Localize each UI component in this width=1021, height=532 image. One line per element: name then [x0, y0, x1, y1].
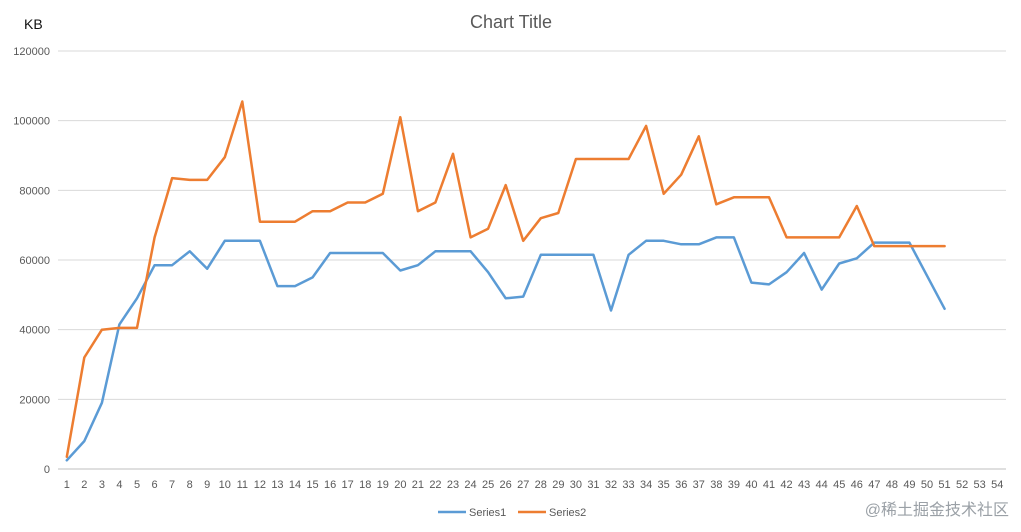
- x-tick-label: 15: [306, 479, 318, 491]
- x-tick-label: 24: [464, 479, 476, 491]
- y-tick-label: 120000: [13, 46, 50, 58]
- x-tick-label: 1: [64, 479, 70, 491]
- x-tick-label: 53: [974, 479, 986, 491]
- x-tick-label: 25: [482, 479, 494, 491]
- series-lines: [65, 100, 946, 462]
- x-tick-label: 26: [500, 479, 512, 491]
- x-tick-label: 8: [187, 479, 193, 491]
- x-tick-label: 9: [204, 479, 210, 491]
- x-tick-label: 32: [605, 479, 617, 491]
- x-tick-label: 54: [991, 479, 1003, 491]
- x-tick-label: 33: [622, 479, 634, 491]
- watermark-text: @稀土掘金技术社区: [864, 502, 1009, 519]
- x-tick-label: 4: [116, 479, 122, 491]
- x-tick-label: 12: [254, 479, 266, 491]
- x-tick-label: 35: [658, 479, 670, 491]
- x-tick-label: 11: [237, 479, 248, 491]
- x-tick-label: 29: [552, 479, 564, 491]
- x-tick-label: 17: [342, 479, 354, 491]
- x-tick-label: 43: [798, 479, 810, 491]
- x-tick-label: 42: [780, 479, 792, 491]
- y-tick-label: 20000: [19, 394, 50, 406]
- x-tick-label: 16: [324, 479, 336, 491]
- x-tick-label: 40: [745, 479, 757, 491]
- y-unit-label: KB: [24, 16, 43, 32]
- series-line-series2: [65, 100, 946, 459]
- x-tick-label: 6: [151, 479, 157, 491]
- x-tick-label: 52: [956, 479, 968, 491]
- x-tick-label: 37: [693, 479, 705, 491]
- y-tick-label: 80000: [19, 185, 50, 197]
- x-tick-label: 30: [570, 479, 582, 491]
- x-tick-label: 18: [359, 479, 371, 491]
- x-tick-label: 28: [535, 479, 547, 491]
- y-tick-label: 40000: [19, 325, 50, 337]
- x-tick-label: 44: [816, 479, 828, 491]
- x-tick-label: 49: [903, 479, 915, 491]
- x-tick-label: 13: [271, 479, 283, 491]
- x-tick-label: 39: [728, 479, 740, 491]
- x-tick-label: 5: [134, 479, 140, 491]
- x-tick-label: 21: [412, 479, 424, 491]
- x-tick-label: 51: [938, 479, 950, 491]
- x-tick-label: 19: [377, 479, 389, 491]
- x-tick-label: 36: [675, 479, 687, 491]
- x-tick-label: 41: [763, 479, 775, 491]
- x-axis-ticks: 1 2 3 4 5 6 7 8 9 10 11 12 13 14 15 16 17 18 19 20 21 22 23 24 2…: [64, 479, 1004, 491]
- x-tick-label: 23: [447, 479, 459, 491]
- x-tick-label: 47: [868, 479, 880, 491]
- legend-entry: Series1: [469, 507, 506, 519]
- y-tick-label: 100000: [13, 116, 50, 128]
- y-tick-label: 0: [44, 464, 50, 476]
- x-tick-label: 14: [289, 479, 301, 491]
- x-tick-label: 20: [394, 479, 406, 491]
- x-tick-label: 46: [851, 479, 863, 491]
- x-tick-label: 48: [886, 479, 898, 491]
- series-line-series1: [65, 236, 946, 462]
- x-tick-label: 27: [517, 479, 529, 491]
- x-tick-label: 38: [710, 479, 722, 491]
- x-tick-label: 7: [169, 479, 175, 491]
- chart-title: Chart Title: [470, 12, 552, 32]
- legend-entry: Series2: [549, 507, 586, 519]
- x-tick-label: 22: [429, 479, 441, 491]
- gridlines: [58, 50, 1006, 470]
- x-tick-label: 2: [81, 479, 87, 491]
- x-tick-label: 10: [219, 479, 231, 491]
- legend: Series1 Series2: [438, 507, 586, 519]
- x-tick-label: 50: [921, 479, 933, 491]
- x-tick-label: 45: [833, 479, 845, 491]
- x-tick-label: 34: [640, 479, 652, 491]
- y-tick-label: 60000: [19, 255, 50, 267]
- y-axis-ticks: 0 20000 40000 60000 80000 100000 120000: [13, 46, 50, 476]
- x-tick-label: 31: [587, 479, 599, 491]
- x-tick-label: 3: [99, 479, 105, 491]
